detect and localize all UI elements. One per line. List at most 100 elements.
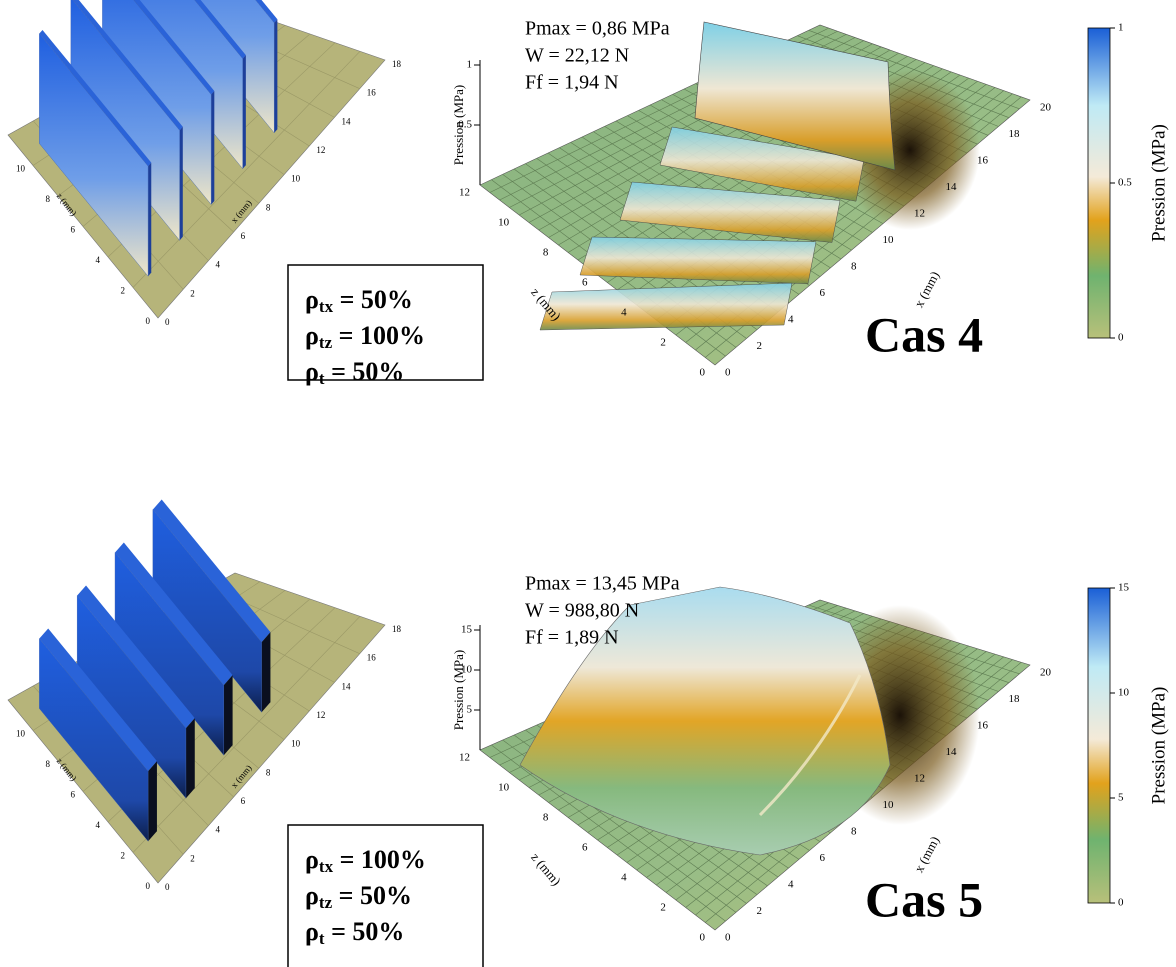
fin-side — [261, 632, 271, 713]
z-tick-label: 4 — [96, 820, 101, 830]
x-tick-label: 16 — [977, 720, 989, 732]
fin-side — [223, 675, 233, 756]
fin-top — [77, 585, 195, 729]
parameter-symbol: ρ — [305, 321, 319, 350]
parameter: ρtz = 50% — [305, 881, 412, 912]
x-tick-label: 8 — [851, 826, 857, 838]
x-tick-label: 6 — [820, 852, 826, 864]
parameter-subscript: tz — [319, 893, 333, 912]
z-tick-label: 8 — [543, 812, 549, 824]
colorbar-tick-label: 0 — [1118, 332, 1124, 344]
fin-face — [39, 637, 149, 842]
z-tick-label: 10 — [16, 729, 26, 739]
z-tick-label: 6 — [71, 225, 76, 235]
colorbar — [1087, 587, 1111, 904]
result-stat: W = 22,12 N — [525, 45, 629, 67]
x-tick-label: 2 — [757, 340, 763, 352]
hill-edge — [758, 674, 862, 817]
parameter-subscript: tx — [319, 297, 334, 316]
parameter-symbol: ρ — [305, 917, 319, 946]
fin-top — [39, 628, 157, 772]
x-tick-label: 12 — [316, 710, 325, 720]
x-tick-label: 0 — [165, 317, 170, 327]
x-tick-label: 14 — [342, 681, 352, 691]
grid-line — [808, 30, 1020, 110]
parameter-value: = 50% — [333, 285, 413, 314]
z-axis-label: z (mm) — [528, 850, 564, 889]
pressure-wall — [694, 21, 896, 171]
z-tick-label: 12 — [459, 187, 470, 199]
x-tick-label: 16 — [367, 653, 377, 663]
x-tick-label: 20 — [1040, 667, 1052, 679]
x-tick-label: 8 — [266, 767, 271, 777]
ridge — [539, 282, 793, 331]
fin-top — [133, 0, 215, 95]
z-tick-label: 2 — [660, 337, 666, 349]
parameter-symbol: ρ — [305, 357, 319, 386]
x-tick-label: 12 — [316, 145, 325, 155]
panel: 024681012024681012141618z (mm)x (mm)ρtx … — [7, 0, 1169, 388]
z-tick-label: 4 — [621, 872, 627, 884]
grid-line — [491, 744, 726, 922]
x-tick-label: 10 — [883, 799, 895, 811]
colorbar-tick-label: 0.5 — [1118, 177, 1132, 189]
pressure-tick-label: 15 — [461, 624, 473, 636]
parameter: ρt = 50% — [305, 357, 404, 388]
colorbar-label: Pression (MPa) — [1148, 687, 1169, 805]
x-tick-label: 10 — [291, 174, 301, 184]
colorbar-tick-label: 5 — [1118, 792, 1124, 804]
z-tick-label: 4 — [621, 307, 627, 319]
z-tick-label: 2 — [121, 286, 126, 296]
x-tick-label: 0 — [725, 932, 731, 944]
pressure-tick-label: 0.5 — [458, 119, 472, 131]
x-tick-label: 2 — [190, 288, 195, 298]
case-label: Cas 5 — [865, 871, 983, 927]
parameter-value: = 50% — [325, 357, 405, 386]
pressure-tick-label: 5 — [467, 704, 473, 716]
pressure-hill — [519, 586, 891, 856]
x-tick-label: 16 — [367, 88, 377, 98]
parameter: ρt = 50% — [305, 917, 404, 948]
x-tick-label: 4 — [215, 825, 220, 835]
fin-top — [255, 0, 278, 23]
x-tick-label: 0 — [725, 367, 731, 379]
pressure-tick-label: 10 — [461, 664, 473, 676]
parameter-value: = 100% — [333, 845, 426, 874]
parameter-subscript: t — [319, 369, 325, 388]
colorbar-tick-label: 1 — [1118, 22, 1124, 34]
z-tick-label: 8 — [46, 759, 51, 769]
fin-side — [274, 19, 278, 133]
x-tick-label: 6 — [820, 287, 826, 299]
fin-side — [211, 90, 215, 205]
x-tick-label: 18 — [1009, 128, 1021, 140]
panel: 024681012024681012141618z (mm)x (mm)ρtx … — [7, 499, 1169, 967]
result-stat: W = 988,80 N — [525, 600, 639, 622]
x-tick-label: 6 — [241, 796, 246, 806]
z-tick-label: 8 — [46, 194, 51, 204]
z-tick-label: 10 — [498, 782, 510, 794]
x-tick-label: 12 — [914, 208, 925, 220]
parameter: ρtz = 100% — [305, 321, 425, 352]
z-tick-label: 0 — [146, 316, 151, 326]
z-tick-label: 8 — [543, 247, 549, 259]
x-tick-label: 14 — [946, 746, 958, 758]
z-tick-label: 10 — [16, 164, 26, 174]
x-tick-label: 14 — [342, 116, 352, 126]
fin-side — [179, 126, 183, 241]
x-tick-label: 4 — [788, 314, 794, 326]
x-tick-label: 4 — [788, 879, 794, 891]
parameter-value: = 100% — [332, 321, 425, 350]
colorbar — [1087, 27, 1111, 339]
parameter: ρtx = 50% — [305, 285, 413, 316]
parameter-subscript: tz — [319, 333, 333, 352]
ridge — [579, 236, 817, 285]
colorbar-tick-label: 15 — [1118, 582, 1130, 594]
pressure-axis-label: Pression (MPa) — [451, 650, 466, 731]
x-tick-label: 14 — [946, 181, 958, 193]
x-tick-label: 2 — [757, 905, 763, 917]
fin-side — [148, 162, 152, 277]
x-tick-label: 18 — [392, 624, 402, 634]
fin-face — [39, 32, 149, 277]
fin-top — [72, 0, 183, 131]
